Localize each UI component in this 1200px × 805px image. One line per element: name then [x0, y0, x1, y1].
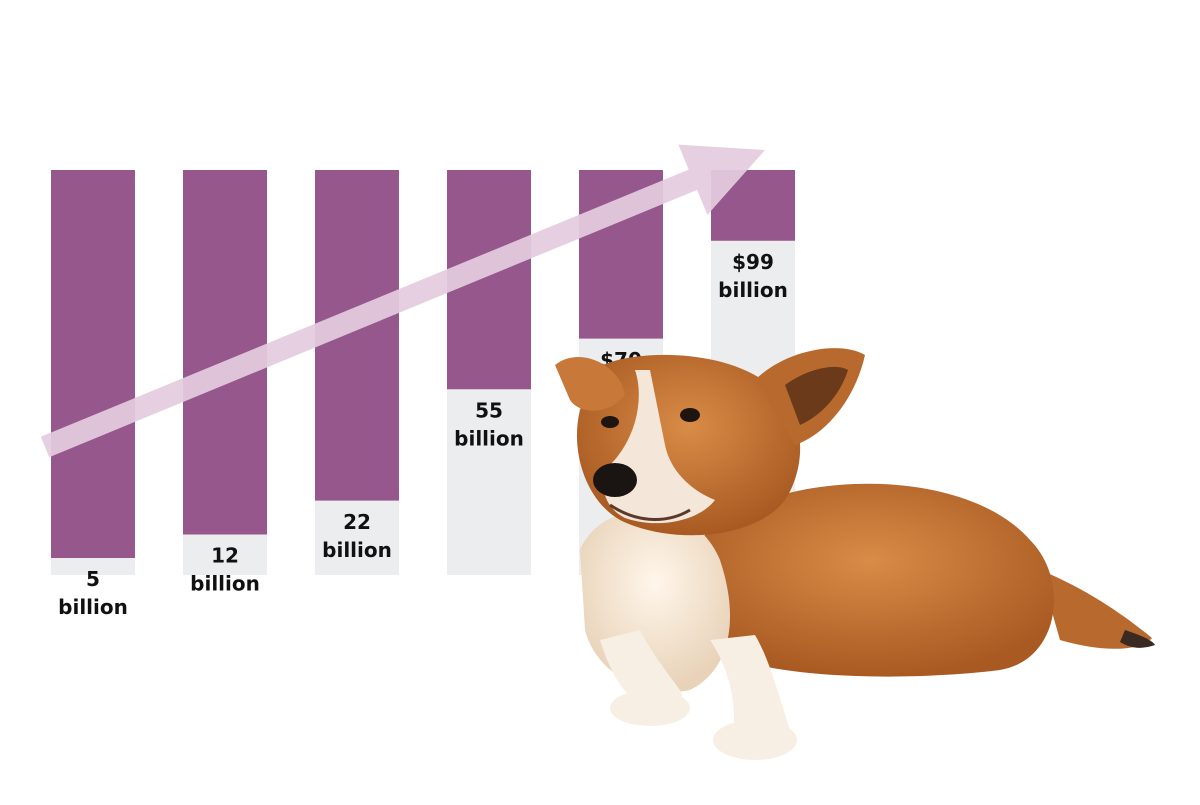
bar-data-label-line: billion [190, 572, 260, 596]
bar-data-label-4: 55 billion [454, 398, 524, 450]
corgi-dog-image [555, 348, 1155, 760]
bar-data-label-line: 55 [475, 398, 503, 422]
bar-value-1 [51, 558, 135, 575]
bar-data-label-line: 12 [211, 544, 239, 568]
bar-data-label-line: billion [58, 595, 128, 619]
bar-data-label-line: billion [454, 426, 524, 450]
bar-data-label-line: $99 [732, 250, 774, 274]
bar-top-1 [51, 170, 135, 559]
trend-arrow-shape [40, 144, 766, 458]
bar-data-label-line: billion [322, 538, 392, 562]
bar-value-3 [315, 500, 399, 575]
bar-data-label-1: 5 billion [58, 567, 128, 619]
bar-value-2 [183, 534, 267, 575]
bar-data-label-line: billion [718, 278, 788, 302]
trend-arrow [40, 144, 766, 458]
bar-data-label-6: $99 billion [718, 250, 788, 302]
bar-data-label-line: 22 [343, 510, 371, 534]
bar-data-label-3: 22 billion [322, 510, 392, 562]
bar-data-label-2: 12 billion [190, 544, 260, 596]
bar-data-label-line: 5 [86, 567, 100, 591]
bar-value-4 [447, 389, 531, 575]
